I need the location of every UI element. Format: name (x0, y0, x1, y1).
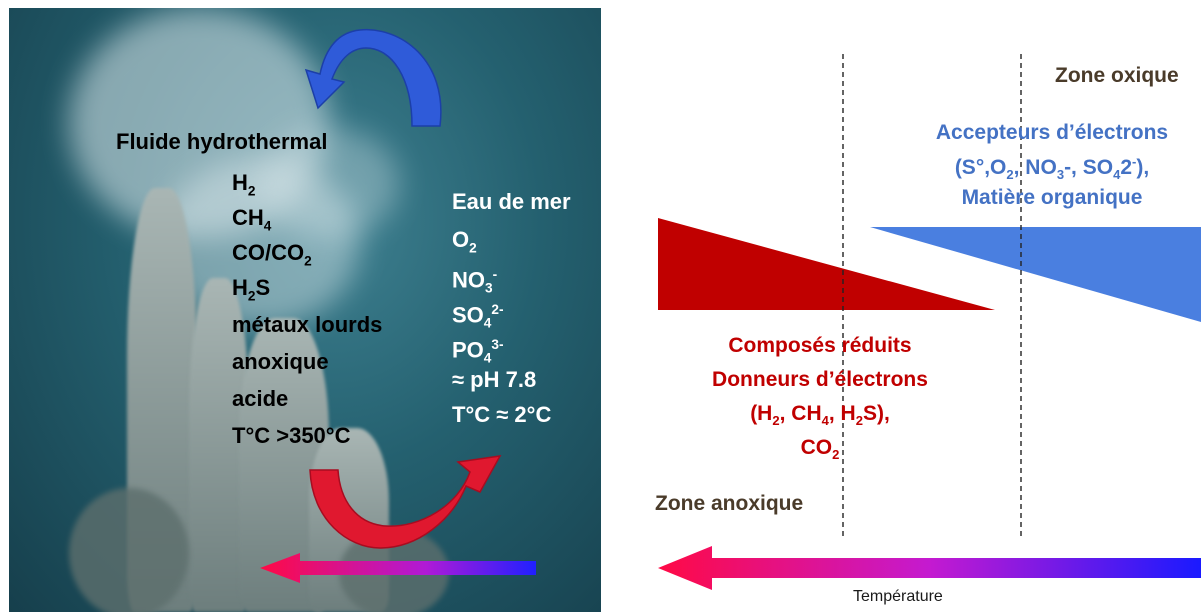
fluid-item: anoxique (232, 349, 329, 374)
zone-oxique-label: Zone oxique (1055, 64, 1179, 87)
acceptors-label-line1: Accepteurs d’électrons (935, 121, 1169, 144)
temperature-arrow-right (658, 546, 1201, 590)
acceptors-label-line3: Matière organique (961, 186, 1143, 209)
temperature-label: Température (853, 588, 943, 605)
fluid-item: métaux lourds (232, 312, 383, 337)
fluid-title: Fluide hydrothermal (116, 129, 328, 154)
fluid-item: H2S (232, 275, 271, 304)
acceptors-wedge (870, 227, 1201, 322)
sea-item: NO3- (452, 267, 498, 296)
reduced-label-line4: CO2 (800, 436, 840, 463)
reduced-label-line1: Composés réduits (728, 334, 912, 357)
reduced-label-line2: Donneurs d’électrons (712, 368, 928, 391)
fluid-item: CH4 (232, 205, 272, 234)
blue-curved-arrow (304, 28, 442, 127)
sea-water-title: Eau de mer (452, 189, 571, 214)
sea-item: PO43- (452, 337, 504, 366)
zone-anoxique-label: Zone anoxique (655, 492, 804, 515)
fluid-item: H2 (232, 170, 256, 199)
sea-item: SO42- (452, 302, 504, 331)
sea-item: T°C ≈ 2°C (452, 402, 552, 427)
sea-item: ≈ pH 7.8 (452, 367, 537, 392)
fluid-item: CO/CO2 (232, 240, 312, 269)
fluid-item: acide (232, 386, 289, 411)
reduced-compounds-wedge (658, 218, 995, 310)
temperature-arrow-left (260, 553, 536, 583)
acceptors-label-line2: (S°,O2, NO3-, SO42-), (954, 154, 1150, 183)
reduced-label-line3: (H2, CH4, H2S), (750, 402, 890, 429)
hydrothermal-vent-photo (9, 8, 601, 612)
sea-item: O2 (452, 227, 477, 256)
fluid-item: T°C >350°C (232, 423, 351, 448)
red-curved-arrow (309, 455, 502, 549)
